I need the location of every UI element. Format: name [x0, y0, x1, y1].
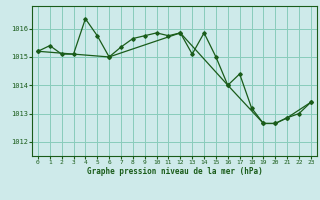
- X-axis label: Graphe pression niveau de la mer (hPa): Graphe pression niveau de la mer (hPa): [86, 167, 262, 176]
